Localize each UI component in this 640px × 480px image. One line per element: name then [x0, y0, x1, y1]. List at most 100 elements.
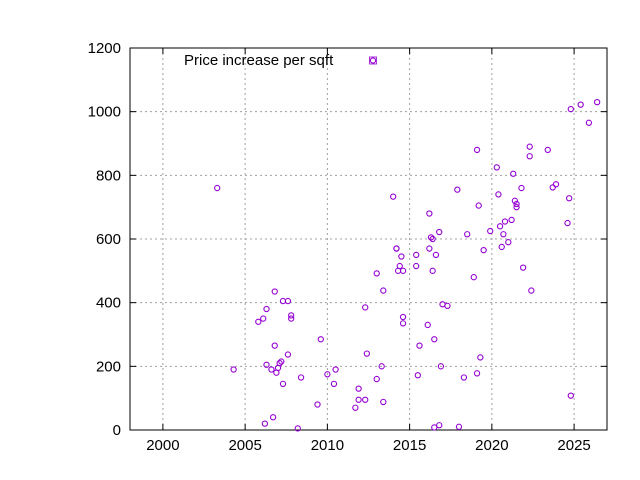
data-point [567, 105, 574, 113]
data-point [279, 380, 287, 387]
data-point [470, 274, 477, 281]
data-point [427, 234, 435, 241]
data-point [436, 228, 443, 236]
data-point [498, 243, 505, 251]
data-point [263, 361, 270, 368]
data-point [294, 425, 301, 432]
x-tick-label: 2005 [228, 437, 261, 454]
y-tick-label: 0 [113, 422, 121, 439]
data-point [526, 153, 533, 160]
data-point [475, 202, 482, 209]
legend-marker [369, 56, 377, 65]
data-point [495, 191, 502, 198]
data-point [549, 184, 556, 191]
data-point [330, 380, 338, 387]
data-point [493, 164, 500, 171]
legend-label: Price increase per sqft [184, 52, 334, 69]
data-point [413, 262, 420, 270]
data-point [437, 363, 445, 370]
data-point [278, 358, 285, 365]
data-point [566, 195, 573, 202]
data-point [444, 302, 451, 309]
data-point [355, 396, 362, 403]
data-point [480, 246, 487, 254]
data-point [426, 245, 433, 252]
data-point [373, 375, 380, 383]
data-point [544, 146, 551, 154]
legend: Price increase per sqft [184, 52, 377, 69]
data-point [518, 184, 525, 192]
x-tick-label: 2015 [393, 437, 426, 454]
data-point [431, 336, 438, 343]
x-tick-label: 2020 [475, 437, 508, 454]
data-point [429, 235, 436, 243]
legend-marker-circle [369, 57, 377, 64]
data-point [255, 318, 262, 325]
data-point [284, 297, 292, 305]
data-point [416, 342, 423, 349]
data-point [317, 336, 324, 343]
data-point [473, 146, 481, 154]
y-tick-label: 200 [96, 358, 121, 375]
data-point [564, 219, 571, 227]
data-point [429, 267, 436, 274]
data-point [399, 313, 407, 321]
axis-ticks: 2000 2005 2010 2015 2020 2025 0 200 400 600 800 100… [88, 40, 607, 454]
data-point [487, 227, 494, 235]
data-point [552, 181, 560, 188]
data-point [501, 218, 509, 225]
data-point [508, 216, 515, 224]
grid-lines [130, 47, 607, 431]
data-point [432, 251, 440, 259]
data-point [362, 304, 369, 311]
legend-marker-box [369, 56, 377, 65]
data-point [464, 231, 471, 238]
data-point [355, 385, 362, 392]
data-point [398, 253, 405, 260]
data-point [413, 251, 420, 259]
x-tick-label: 2000 [146, 437, 179, 454]
data-point [513, 200, 520, 208]
data-point [585, 119, 593, 126]
data-point [269, 414, 277, 421]
data-point [214, 184, 221, 192]
data-point [500, 231, 507, 238]
data-point [426, 210, 433, 217]
data-point [332, 366, 339, 373]
data-point [414, 372, 421, 379]
data-point [460, 374, 468, 381]
data-point [263, 305, 270, 313]
data-point [373, 270, 380, 277]
data-point [496, 223, 504, 230]
x-tick-label: 2010 [311, 437, 344, 454]
data-point [380, 287, 387, 294]
data-point [436, 422, 443, 429]
data-point [519, 264, 527, 271]
data-point [526, 143, 533, 150]
data-point [511, 197, 519, 204]
data-point [260, 315, 267, 322]
data-point [528, 287, 535, 294]
y-tick-label: 1000 [88, 104, 121, 121]
data-point [393, 245, 400, 252]
data-point [477, 354, 484, 361]
data-point [431, 424, 438, 431]
data-point [268, 366, 275, 373]
data-point [577, 101, 584, 108]
data-point [288, 312, 295, 319]
data-point [284, 351, 292, 358]
y-tick-label: 800 [96, 167, 121, 184]
data-point [230, 366, 237, 373]
data-point [352, 404, 359, 411]
data-point [314, 401, 321, 408]
data-point [454, 186, 461, 193]
data-point [276, 359, 283, 367]
data-point [390, 193, 397, 200]
data-point [593, 98, 601, 106]
data-point [271, 342, 278, 349]
data-point [567, 392, 574, 399]
data-point [288, 315, 295, 322]
data-point [324, 371, 331, 378]
data-point [513, 204, 520, 211]
